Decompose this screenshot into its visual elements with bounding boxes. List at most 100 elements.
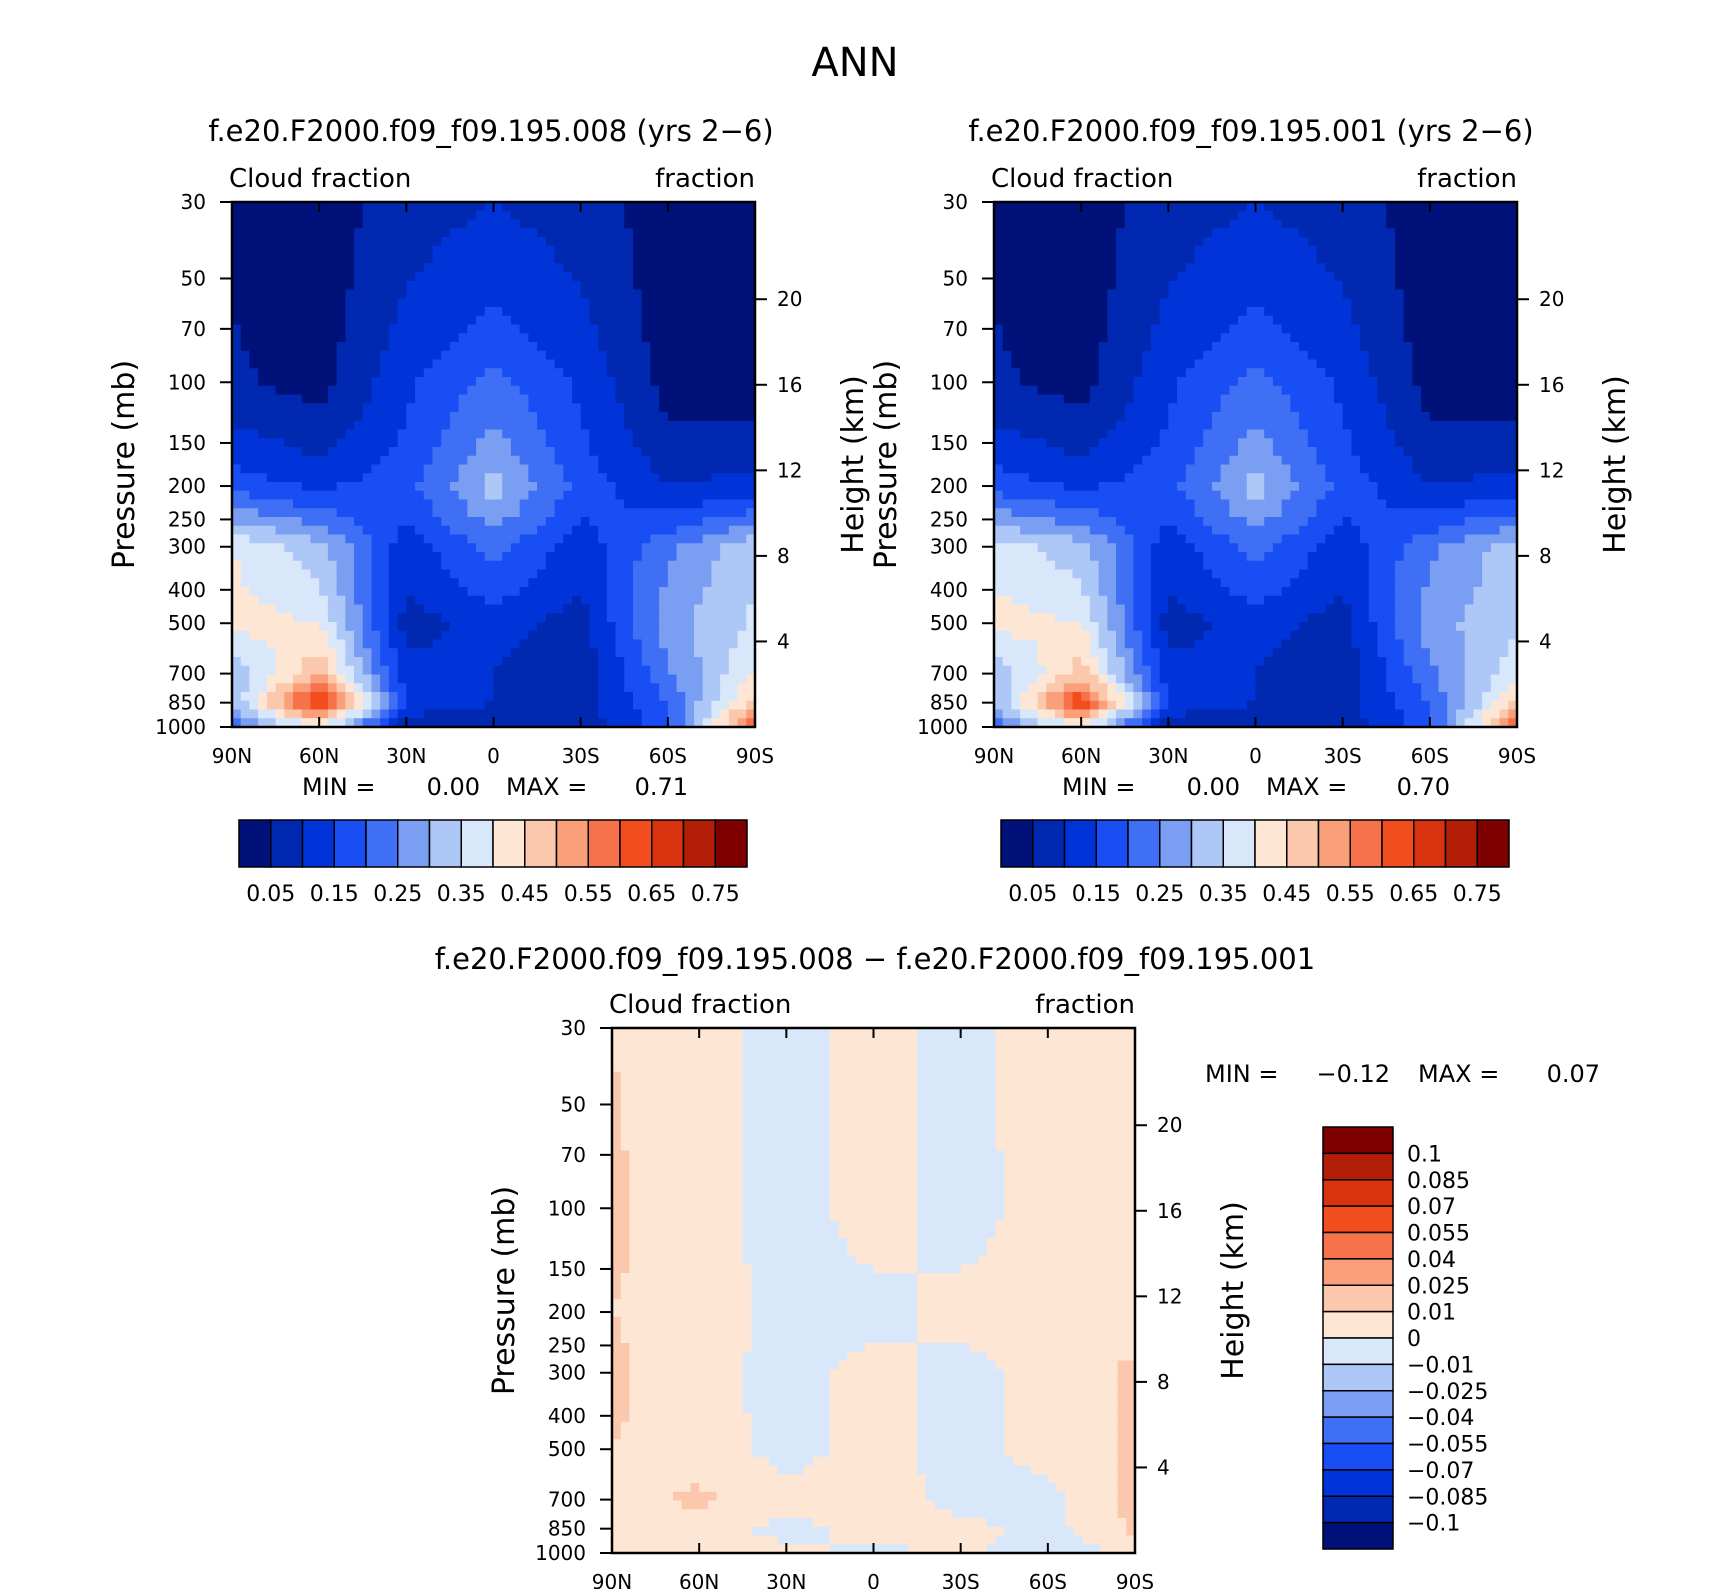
field-cell [563, 587, 572, 596]
field-cell [711, 403, 720, 412]
field-cell [398, 325, 407, 334]
field-cell [354, 246, 363, 255]
field-cell [494, 552, 503, 561]
field-cell [467, 307, 476, 316]
field-cell [345, 683, 354, 692]
field-cell [441, 517, 450, 526]
field-cell [258, 570, 267, 579]
field-cell [1160, 342, 1169, 351]
field-cell [354, 325, 363, 334]
field-cell [302, 622, 311, 631]
field-cell [502, 351, 511, 360]
field-cell [319, 263, 328, 272]
field-cell [511, 465, 520, 474]
field-cell [345, 561, 354, 570]
field-cell [572, 701, 581, 710]
field-cell [1395, 351, 1404, 360]
field-cell [1107, 307, 1116, 316]
field-cell [258, 710, 267, 719]
field-cell [485, 325, 494, 334]
field-cell [1090, 333, 1099, 342]
field-cell [345, 657, 354, 666]
field-cell [328, 578, 337, 587]
field-cell [642, 395, 651, 404]
field-cell [232, 307, 241, 316]
field-cell [729, 342, 738, 351]
field-cell [520, 377, 529, 386]
field-cell [1029, 211, 1038, 220]
field-cell [720, 622, 729, 631]
field-cell [598, 316, 607, 325]
field-cell [337, 561, 346, 570]
field-cell [380, 447, 389, 456]
field-cell [1116, 307, 1125, 316]
field-cell [319, 683, 328, 692]
field-cell [1194, 290, 1203, 299]
field-cell [424, 465, 433, 474]
field-cell [424, 587, 433, 596]
field-cell [581, 298, 590, 307]
field-cell [398, 421, 407, 430]
field-cell [607, 491, 616, 500]
field-cell [1412, 290, 1421, 299]
field-cell [1133, 237, 1142, 246]
field-cell [528, 561, 537, 570]
field-cell [1116, 211, 1125, 220]
field-cell [424, 683, 433, 692]
field-cell [642, 701, 651, 710]
field-cell [241, 316, 250, 325]
field-cell [520, 640, 529, 649]
field-cell [607, 473, 616, 482]
field-cell [1186, 228, 1195, 237]
field-cell [1430, 202, 1439, 211]
field-cell [589, 666, 598, 675]
field-cell [258, 675, 267, 684]
field-cell [616, 473, 625, 482]
field-cell [711, 473, 720, 482]
field-cell [406, 342, 415, 351]
field-cell [1142, 237, 1151, 246]
field-cell [633, 220, 642, 229]
field-cell [1430, 228, 1439, 237]
field-cell [1473, 272, 1482, 281]
field-cell [1072, 342, 1081, 351]
field-cell [659, 675, 668, 684]
field-cell [1482, 307, 1491, 316]
x-tick-label: 0 [487, 744, 500, 768]
field-cell [598, 631, 607, 640]
field-cell [415, 631, 424, 640]
field-cell [1447, 316, 1456, 325]
field-cell [589, 578, 598, 587]
field-cell [703, 701, 712, 710]
field-cell [1491, 246, 1500, 255]
field-cell [555, 605, 564, 614]
field-cell [432, 552, 441, 561]
field-cell [511, 307, 520, 316]
field-cell [598, 543, 607, 552]
field-cell [337, 412, 346, 421]
field-cell [380, 683, 389, 692]
field-cell [1264, 228, 1273, 237]
field-cell [589, 202, 598, 211]
colorbar-label: 0.45 [500, 882, 549, 907]
field-cell [345, 543, 354, 552]
field-cell [380, 412, 389, 421]
field-cell [668, 657, 677, 666]
field-cell [485, 482, 494, 491]
field-cell [624, 473, 633, 482]
field-cell [450, 333, 459, 342]
field-cell [258, 517, 267, 526]
field-cell [642, 561, 651, 570]
field-cell [598, 237, 607, 246]
field-cell [528, 622, 537, 631]
field-cell [624, 640, 633, 649]
field-cell [1360, 281, 1369, 290]
field-cell [328, 622, 337, 631]
field-cell [267, 465, 276, 474]
field-cell [720, 237, 729, 246]
field-cell [555, 325, 564, 334]
field-cell [337, 246, 346, 255]
field-cell [1290, 325, 1299, 334]
field-cell [511, 631, 520, 640]
field-cell [345, 263, 354, 272]
